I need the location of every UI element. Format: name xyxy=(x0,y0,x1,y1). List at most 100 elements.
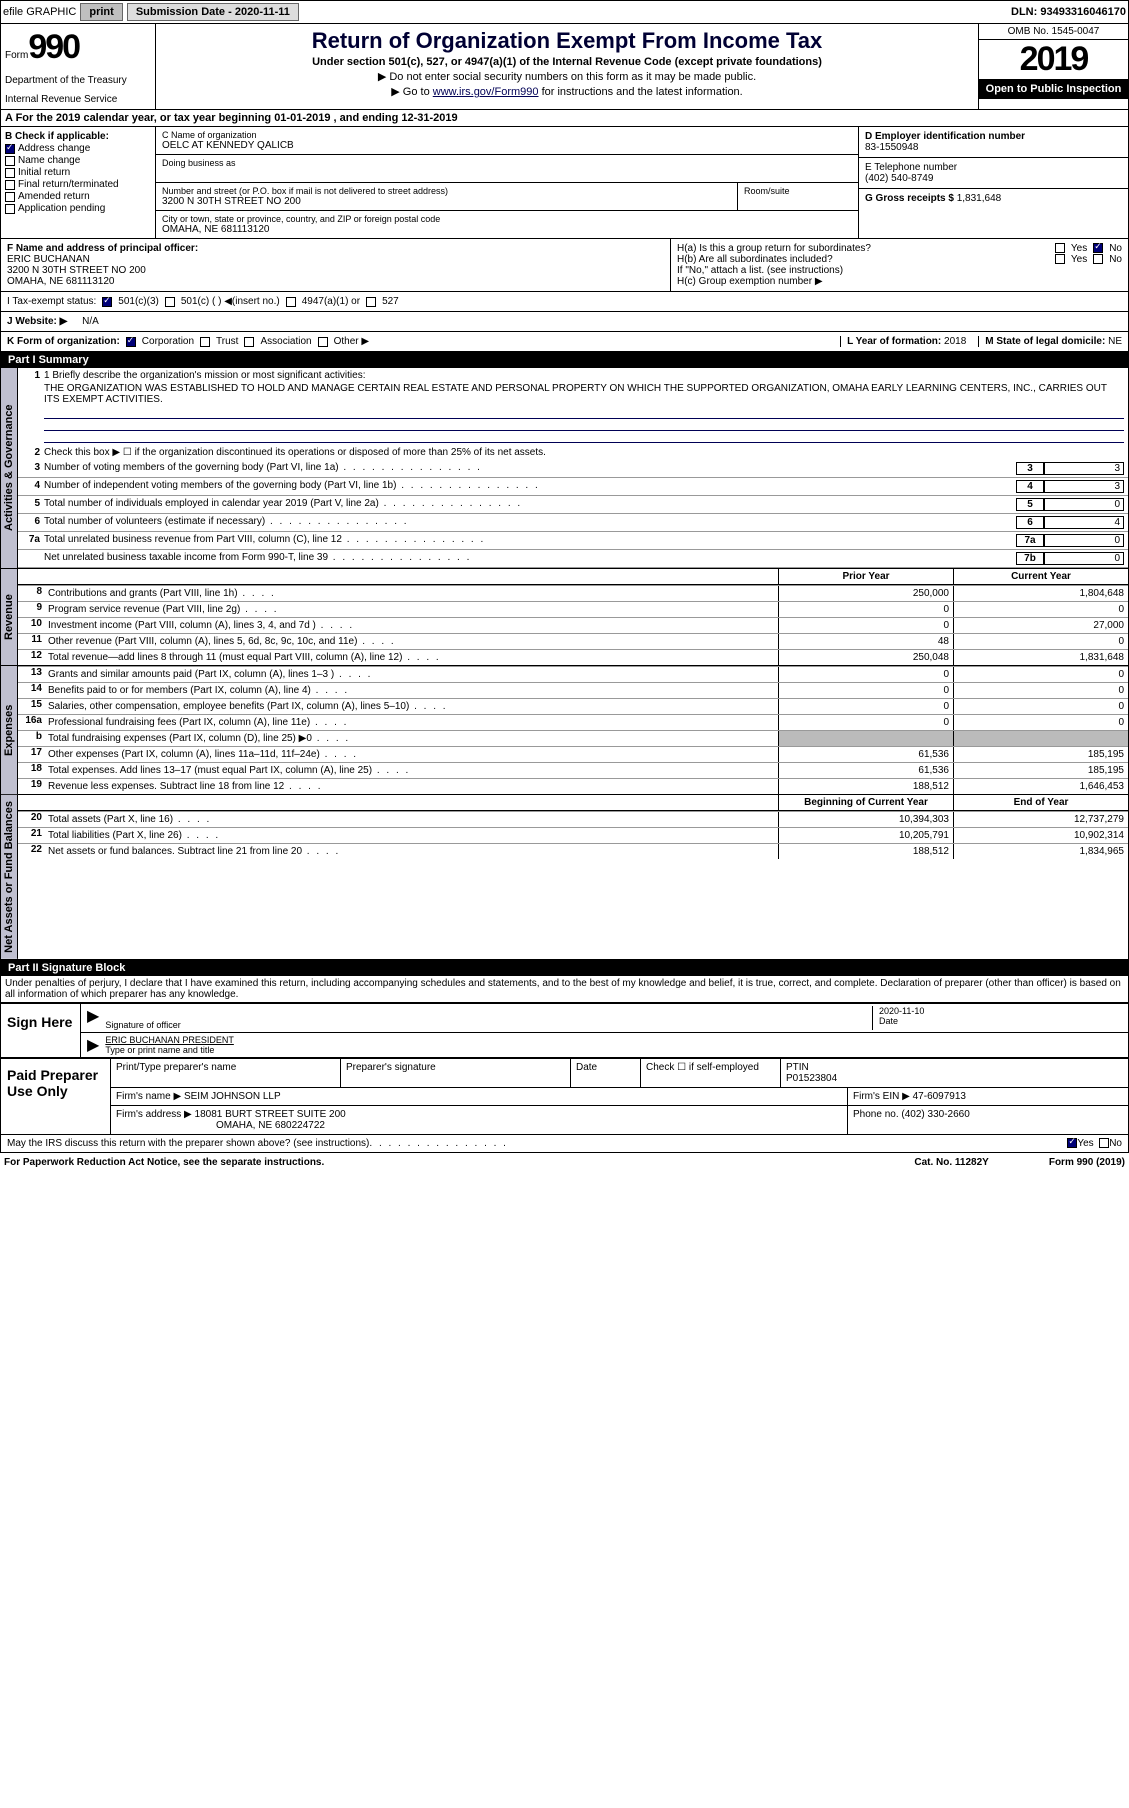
cb-corp[interactable] xyxy=(126,337,136,347)
fin-row: 21Total liabilities (Part X, line 26)10,… xyxy=(18,827,1128,843)
phone-value: (402) 540-8749 xyxy=(865,173,1122,184)
header-left: Form990 Department of the Treasury Inter… xyxy=(1,24,156,109)
col-right: D Employer identification number 83-1550… xyxy=(858,127,1128,238)
col-b-checkboxes: B Check if applicable: Address change Na… xyxy=(1,127,156,238)
part1-netassets: Net Assets or Fund Balances Beginning of… xyxy=(0,795,1129,960)
gov-row: 5Total number of individuals employed in… xyxy=(18,496,1128,514)
cb-app-pending[interactable] xyxy=(5,204,15,214)
part1-expenses: Expenses 13Grants and similar amounts pa… xyxy=(0,666,1129,795)
cb-other[interactable] xyxy=(318,337,328,347)
gov-row: 3Number of voting members of the governi… xyxy=(18,460,1128,478)
form-number: 990 xyxy=(28,28,79,66)
mission-text: THE ORGANIZATION WAS ESTABLISHED TO HOLD… xyxy=(44,381,1124,407)
print-button[interactable]: print xyxy=(80,3,122,21)
cb-name-change[interactable] xyxy=(5,156,15,166)
cb-assoc[interactable] xyxy=(244,337,254,347)
gov-row: 4Number of independent voting members of… xyxy=(18,478,1128,496)
officer-block: F Name and address of principal officer:… xyxy=(1,239,671,291)
dln: DLN: 93493316046170 xyxy=(1011,6,1126,18)
cb-501c[interactable] xyxy=(165,297,175,307)
cb-amended[interactable] xyxy=(5,192,15,202)
firm-phone: (402) 330-2660 xyxy=(901,1109,969,1120)
firm-ein: 47-6097913 xyxy=(913,1091,966,1102)
vtab-netassets: Net Assets or Fund Balances xyxy=(1,795,18,959)
ha-no[interactable] xyxy=(1093,243,1103,253)
part2-header: Part II Signature Block xyxy=(0,960,1129,976)
ha-yes[interactable] xyxy=(1055,243,1065,253)
cb-527[interactable] xyxy=(366,297,376,307)
cb-4947[interactable] xyxy=(286,297,296,307)
sign-here-block: Sign Here ▶ Signature of officer 2020-11… xyxy=(0,1003,1129,1058)
cb-trust[interactable] xyxy=(200,337,210,347)
submission-date-label: Submission Date - 2020-11-11 xyxy=(127,3,299,21)
fin-row: 20Total assets (Part X, line 16)10,394,3… xyxy=(18,811,1128,827)
tax-exempt-row: I Tax-exempt status: 501(c)(3) 501(c) ( … xyxy=(0,292,1129,312)
discuss-yes[interactable] xyxy=(1067,1138,1077,1148)
form-header: Form990 Department of the Treasury Inter… xyxy=(0,24,1129,110)
firm-addr: 18081 BURT STREET SUITE 200 xyxy=(195,1109,346,1120)
h-block: H(a) Is this a group return for subordin… xyxy=(671,239,1128,291)
discuss-row: May the IRS discuss this return with the… xyxy=(0,1135,1129,1153)
irs-label: Internal Revenue Service xyxy=(5,94,151,105)
vtab-activities: Activities & Governance xyxy=(1,368,18,568)
note-ssn: ▶ Do not enter social security numbers o… xyxy=(160,70,974,83)
fin-row: 19Revenue less expenses. Subtract line 1… xyxy=(18,778,1128,794)
fin-row: 13Grants and similar amounts paid (Part … xyxy=(18,666,1128,682)
section-a-year: A For the 2019 calendar year, or tax yea… xyxy=(0,110,1129,127)
gross-receipts: 1,831,648 xyxy=(957,193,1002,204)
paid-preparer-block: Paid Preparer Use Only Print/Type prepar… xyxy=(0,1058,1129,1135)
cb-initial-return[interactable] xyxy=(5,168,15,178)
cb-501c3[interactable] xyxy=(102,297,112,307)
topbar: efile GRAPHIC print Submission Date - 20… xyxy=(0,0,1129,24)
vtab-expenses: Expenses xyxy=(1,666,18,794)
efile-label: efile GRAPHIC xyxy=(3,6,76,18)
note-link: ▶ Go to www.irs.gov/Form990 for instruct… xyxy=(160,85,974,98)
sign-here-label: Sign Here xyxy=(1,1004,81,1057)
org-city: OMAHA, NE 681113120 xyxy=(162,224,852,235)
part1-header: Part I Summary xyxy=(0,352,1129,368)
org-name: OELC AT KENNEDY QALICB xyxy=(162,140,852,151)
open-public-badge: Open to Public Inspection xyxy=(979,79,1128,99)
cb-final-return[interactable] xyxy=(5,180,15,190)
ptin: P01523804 xyxy=(786,1073,1123,1084)
paperwork-notice: For Paperwork Reduction Act Notice, see … xyxy=(4,1157,324,1168)
omb-number: OMB No. 1545-0047 xyxy=(979,24,1128,40)
discuss-no[interactable] xyxy=(1099,1138,1109,1148)
tax-year: 2019 xyxy=(979,40,1128,79)
row-f-h: F Name and address of principal officer:… xyxy=(0,239,1129,292)
website-value: N/A xyxy=(82,316,99,327)
firm-name: SEIM JOHNSON LLP xyxy=(184,1091,281,1102)
cat-no: Cat. No. 11282Y xyxy=(914,1157,988,1168)
paid-preparer-label: Paid Preparer Use Only xyxy=(1,1059,111,1134)
part1-activities: Activities & Governance 1 1 Briefly desc… xyxy=(0,368,1129,569)
klm-row: K Form of organization: Corporation Trus… xyxy=(0,332,1129,352)
fin-row: 17Other expenses (Part IX, column (A), l… xyxy=(18,746,1128,762)
fin-row: 10Investment income (Part VIII, column (… xyxy=(18,617,1128,633)
header-right: OMB No. 1545-0047 2019 Open to Public In… xyxy=(978,24,1128,109)
footer: For Paperwork Reduction Act Notice, see … xyxy=(0,1153,1129,1172)
fin-row: 15Salaries, other compensation, employee… xyxy=(18,698,1128,714)
hb-no[interactable] xyxy=(1093,254,1103,264)
irs-link[interactable]: www.irs.gov/Form990 xyxy=(433,86,539,98)
col-c-org: C Name of organization OELC AT KENNEDY Q… xyxy=(156,127,858,238)
fin-row: bTotal fundraising expenses (Part IX, co… xyxy=(18,730,1128,746)
officer-name: ERIC BUCHANAN PRESIDENT xyxy=(105,1035,1122,1045)
sig-date: 2020-11-10 xyxy=(879,1006,1122,1016)
fin-row: 14Benefits paid to or for members (Part … xyxy=(18,682,1128,698)
org-address: 3200 N 30TH STREET NO 200 xyxy=(162,196,731,207)
ein-value: 83-1550948 xyxy=(865,142,1122,153)
hb-yes[interactable] xyxy=(1055,254,1065,264)
fin-row: 12Total revenue—add lines 8 through 11 (… xyxy=(18,649,1128,665)
form-title: Return of Organization Exempt From Incom… xyxy=(160,28,974,54)
fin-row: 16aProfessional fundraising fees (Part I… xyxy=(18,714,1128,730)
dept-treasury: Department of the Treasury xyxy=(5,75,151,86)
penalties-text: Under penalties of perjury, I declare th… xyxy=(0,976,1129,1003)
website-row: J Website: ▶ N/A xyxy=(0,312,1129,332)
fin-row: 18Total expenses. Add lines 13–17 (must … xyxy=(18,762,1128,778)
fin-row: 8Contributions and grants (Part VIII, li… xyxy=(18,585,1128,601)
vtab-revenue: Revenue xyxy=(1,569,18,665)
form-footer: Form 990 (2019) xyxy=(1049,1157,1125,1168)
cb-address-change[interactable] xyxy=(5,144,15,154)
gov-row: Net unrelated business taxable income fr… xyxy=(18,550,1128,568)
arrow-icon: ▶ xyxy=(87,1006,105,1030)
